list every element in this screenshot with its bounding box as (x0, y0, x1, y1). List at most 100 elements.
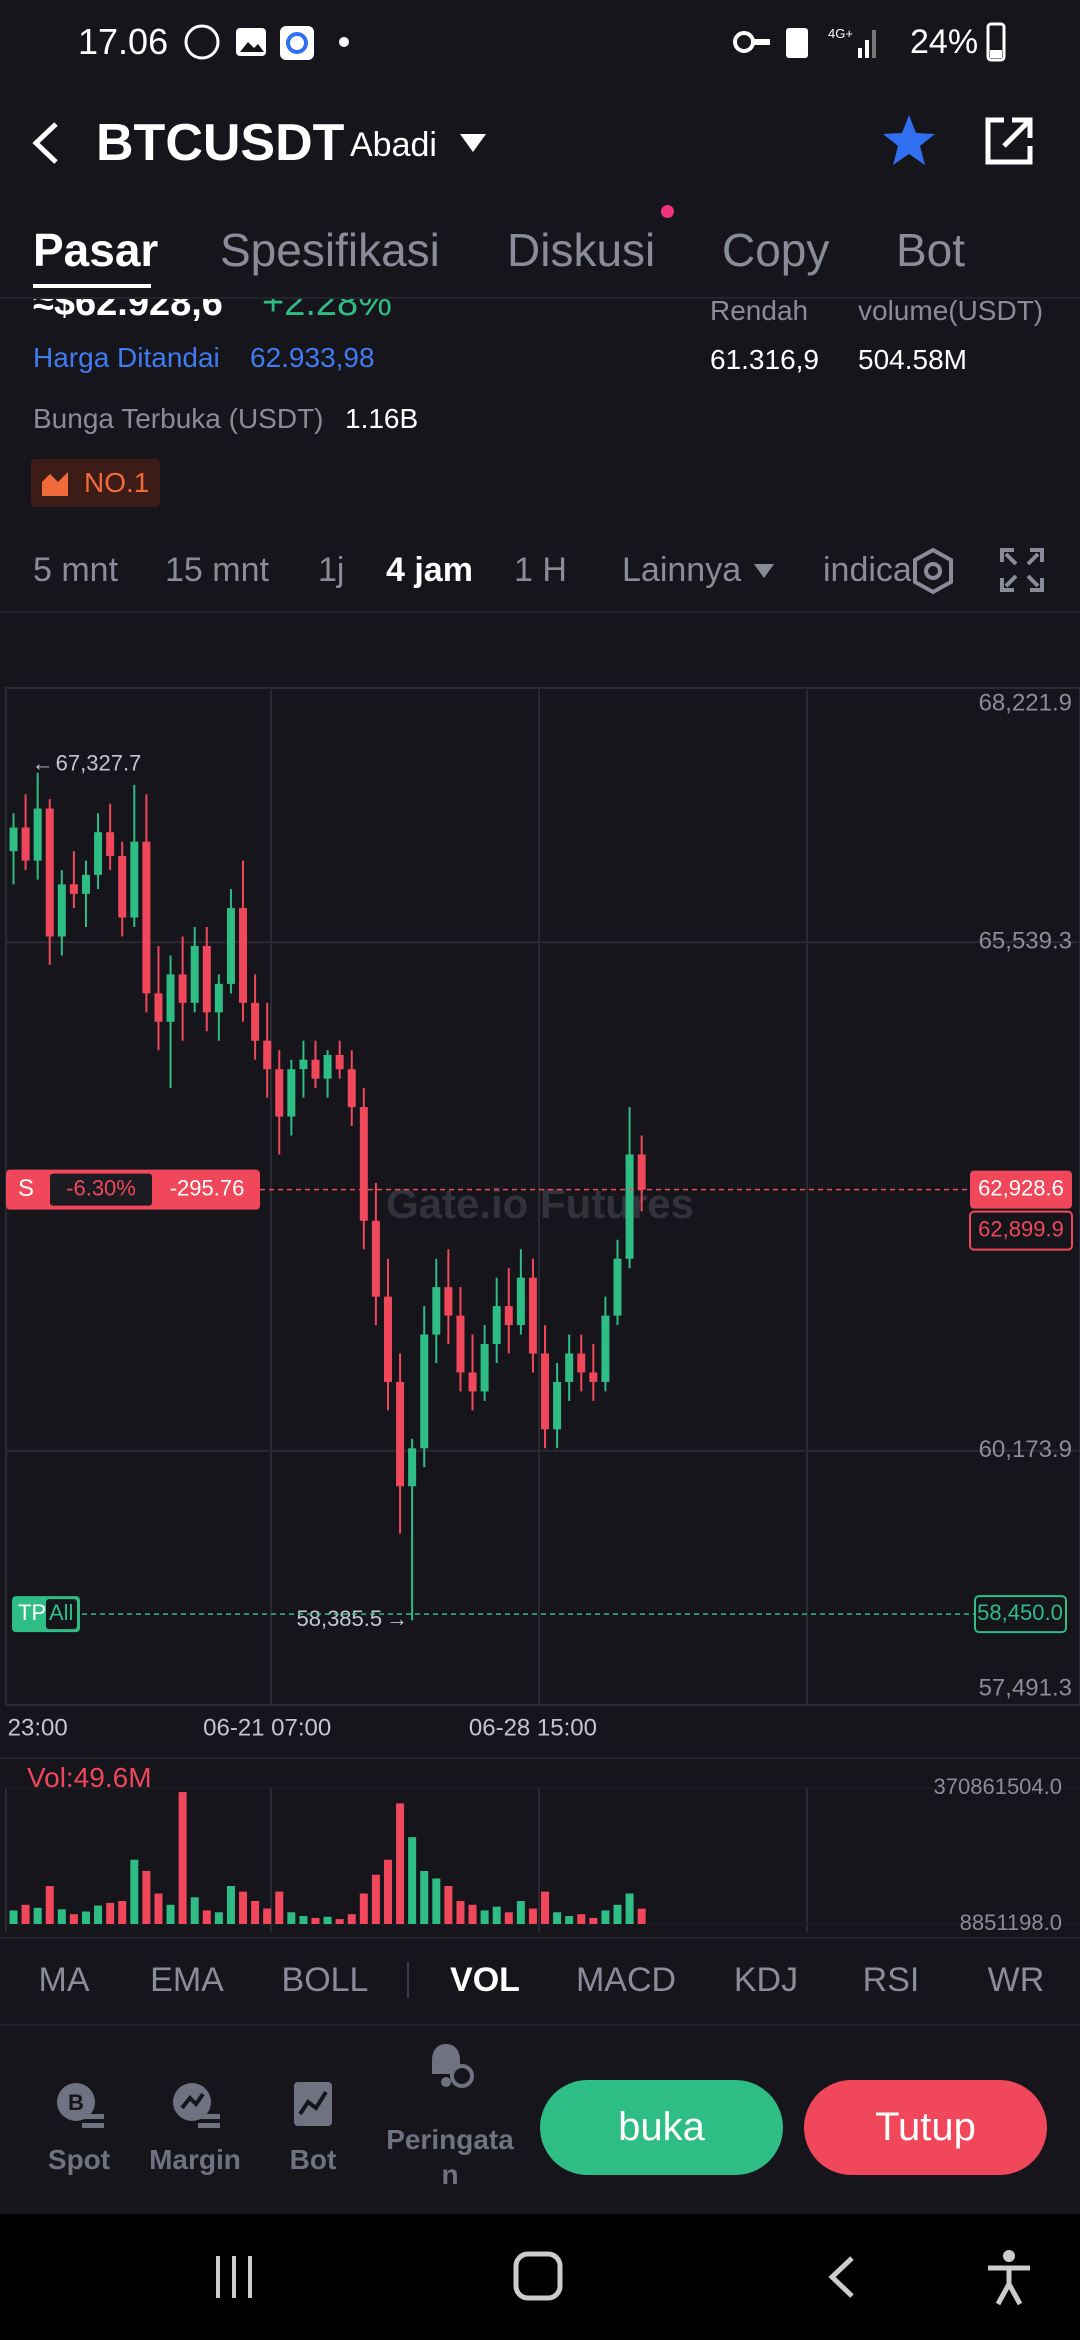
divider (0, 1937, 1080, 1939)
timeframe[interactable]: Lainnya (622, 551, 742, 589)
volume-bar (142, 1870, 151, 1924)
x-tick-label: 06-21 07:00 (203, 1714, 331, 1741)
tab[interactable]: Copy (722, 224, 830, 276)
indicator-settings[interactable] (908, 546, 958, 596)
candle-body (94, 832, 103, 875)
contract-type[interactable]: Abadi (350, 126, 437, 164)
volume-bar (69, 1914, 78, 1924)
recents-button[interactable] (210, 2254, 260, 2300)
candle-body (504, 1306, 513, 1326)
volume-bar (589, 1917, 598, 1924)
x-tick-label: 23:00 (8, 1714, 68, 1741)
volume-bar (359, 1893, 368, 1924)
spot-icon[interactable]: B (54, 2080, 106, 2130)
tab[interactable]: Bot (896, 224, 966, 276)
volume-bar (541, 1891, 550, 1924)
volume-bar (420, 1870, 429, 1924)
volume-label: volume(USDT) (858, 295, 1044, 326)
open-button[interactable]: buka (540, 2080, 783, 2175)
timeframe[interactable]: 1j (318, 551, 345, 589)
y-tick-label: 60,173.9 (979, 1436, 1072, 1463)
low-label: Rendah (710, 295, 809, 326)
mark-price-label: Harga Ditandai (33, 342, 220, 373)
timeframe[interactable]: 1 H (514, 551, 567, 589)
dropdown-icon[interactable] (458, 132, 488, 154)
candle-body (492, 1306, 501, 1345)
volume-bar (408, 1837, 417, 1924)
timeframe[interactable]: 4 jam (386, 551, 473, 589)
volume-bar (371, 1874, 380, 1924)
candle-body (190, 945, 199, 1003)
open-interest: 1.16B (345, 403, 419, 434)
volume-bar (480, 1910, 489, 1924)
indicator[interactable]: MACD (575, 1961, 677, 1999)
indicator[interactable]: WR (987, 1961, 1045, 1999)
candle-body (528, 1277, 537, 1354)
share-button[interactable] (982, 114, 1036, 168)
status-time: 17.06 (78, 21, 169, 62)
candle-body (432, 1287, 441, 1335)
nav-item[interactable]: Peringatan (386, 2124, 514, 2190)
volume-bar (45, 1886, 54, 1924)
badge-text: NO.1 (84, 467, 150, 498)
candle-body (553, 1381, 562, 1430)
volume-bar (9, 1910, 18, 1924)
volume-bar (118, 1901, 127, 1924)
candle-body (541, 1353, 550, 1430)
alert-icon[interactable] (426, 2040, 476, 2094)
fullscreen-button[interactable] (998, 546, 1046, 594)
volume-bar (528, 1908, 537, 1924)
tab[interactable]: Diskusi (507, 224, 656, 276)
volume-bar (335, 1919, 344, 1924)
candle-body (69, 884, 78, 894)
volume-bar (239, 1891, 248, 1924)
volume-bar (492, 1906, 501, 1924)
timeframe[interactable]: indica (823, 551, 911, 589)
candle-body (516, 1277, 525, 1326)
tab[interactable]: Pasar (33, 224, 159, 276)
volume-bar (456, 1901, 465, 1924)
volume-bar (21, 1904, 30, 1924)
candle-body (299, 1059, 308, 1070)
volume-bar (226, 1886, 235, 1924)
accessibility-button[interactable] (984, 2248, 1034, 2306)
volume-bar (432, 1878, 441, 1924)
favorite-star[interactable] (880, 112, 938, 170)
back-button[interactable] (26, 118, 66, 168)
volume-bar (625, 1893, 634, 1924)
tab[interactable]: Spesifikasi (220, 224, 440, 276)
margin-icon[interactable] (170, 2080, 222, 2130)
indicator[interactable]: BOLL (281, 1961, 369, 1999)
bot-icon[interactable] (290, 2078, 338, 2130)
volume-value: 504.58M (858, 344, 967, 375)
back-nav-button[interactable] (822, 2254, 862, 2300)
symbol[interactable]: BTCUSDT (96, 114, 345, 172)
candle-body (359, 1107, 368, 1221)
nav-item[interactable]: Bot (289, 2144, 337, 2175)
candle-body (396, 1381, 405, 1487)
candle-body (21, 827, 30, 861)
close-button[interactable]: Tutup (804, 2080, 1047, 2175)
volume-bar (190, 1897, 199, 1924)
indicator[interactable]: RSI (862, 1961, 920, 1999)
last-price-box (970, 1170, 1072, 1209)
nav-item[interactable]: Spot (47, 2144, 111, 2175)
nav-item[interactable]: Margin (149, 2144, 241, 2175)
home-button[interactable] (512, 2250, 564, 2302)
divider (0, 2024, 1080, 2026)
timeframe[interactable]: 5 mnt (33, 551, 119, 589)
timeframe[interactable]: 15 mnt (165, 551, 269, 589)
candle-body (311, 1059, 320, 1079)
candle-body (577, 1353, 586, 1373)
y-tick-label: 68,221.9 (979, 689, 1072, 716)
notification-dot (661, 205, 674, 218)
volume-bar (57, 1909, 66, 1924)
position-pnl: -295.76 (170, 1175, 245, 1200)
indicator[interactable]: VOL (450, 1961, 520, 1999)
indicator[interactable]: MA (38, 1961, 90, 1999)
candle-body (57, 884, 66, 937)
candle-body (335, 1054, 344, 1070)
volume-bar (468, 1904, 477, 1924)
indicator[interactable]: KDJ (733, 1961, 799, 1999)
indicator[interactable]: EMA (150, 1961, 224, 1999)
